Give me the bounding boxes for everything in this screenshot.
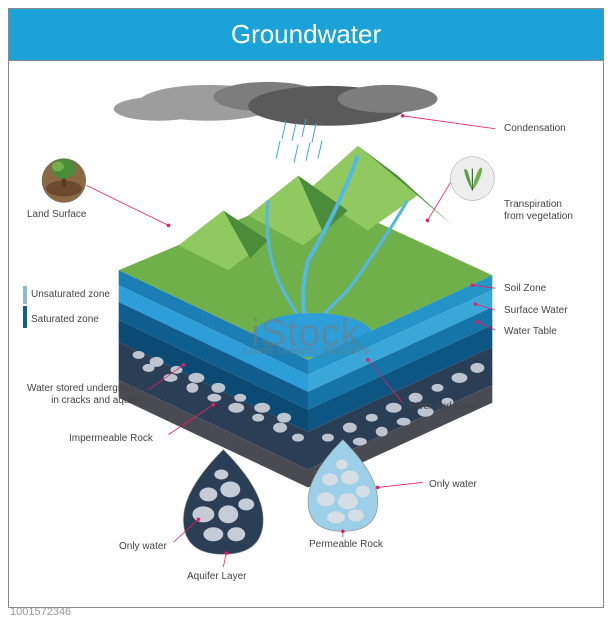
label-transpiration: Transpiration from vegetation [504,199,573,223]
clouds [114,82,438,126]
label-impermeable: Impermeable Rock [69,433,153,445]
label-only-water-l: Only water [119,541,167,553]
sat-zone-bar [23,306,27,328]
label-saturated: Saturated zone [31,314,99,326]
label-aquifer-layer: Aquifer Layer [187,571,246,583]
label-condensation: Condensation [504,123,566,135]
image-id: 1001572346 [10,606,71,618]
diagram-canvas: Land Surface Unsaturated zone Saturated … [9,61,603,607]
label-land-surface: Land Surface [27,209,87,221]
label-stored: Water stored underground in cracks and a… [27,383,143,407]
title-bar: Groundwater [8,8,604,60]
terrain-block [119,146,493,488]
label-permeable: Permeable Rock [309,539,383,551]
aquifer-droplet [183,450,263,555]
diagram-frame: Land Surface Unsaturated zone Saturated … [8,60,604,608]
land-surface-icon [42,159,86,203]
label-water-table: Water Table [504,326,557,338]
label-only-water-r: Only water [429,479,477,491]
label-soil-zone: Soil Zone [504,283,546,295]
label-unsaturated: Unsaturated zone [31,289,110,301]
label-river-lake: River and Lake [409,401,476,413]
unsat-zone-bar [23,286,27,304]
page-title: Groundwater [231,19,381,49]
label-surface-water: Surface Water [504,305,568,317]
credit-line: Credit: Graphic_BKK1979 [243,345,370,357]
transpiration-icon [450,157,494,201]
